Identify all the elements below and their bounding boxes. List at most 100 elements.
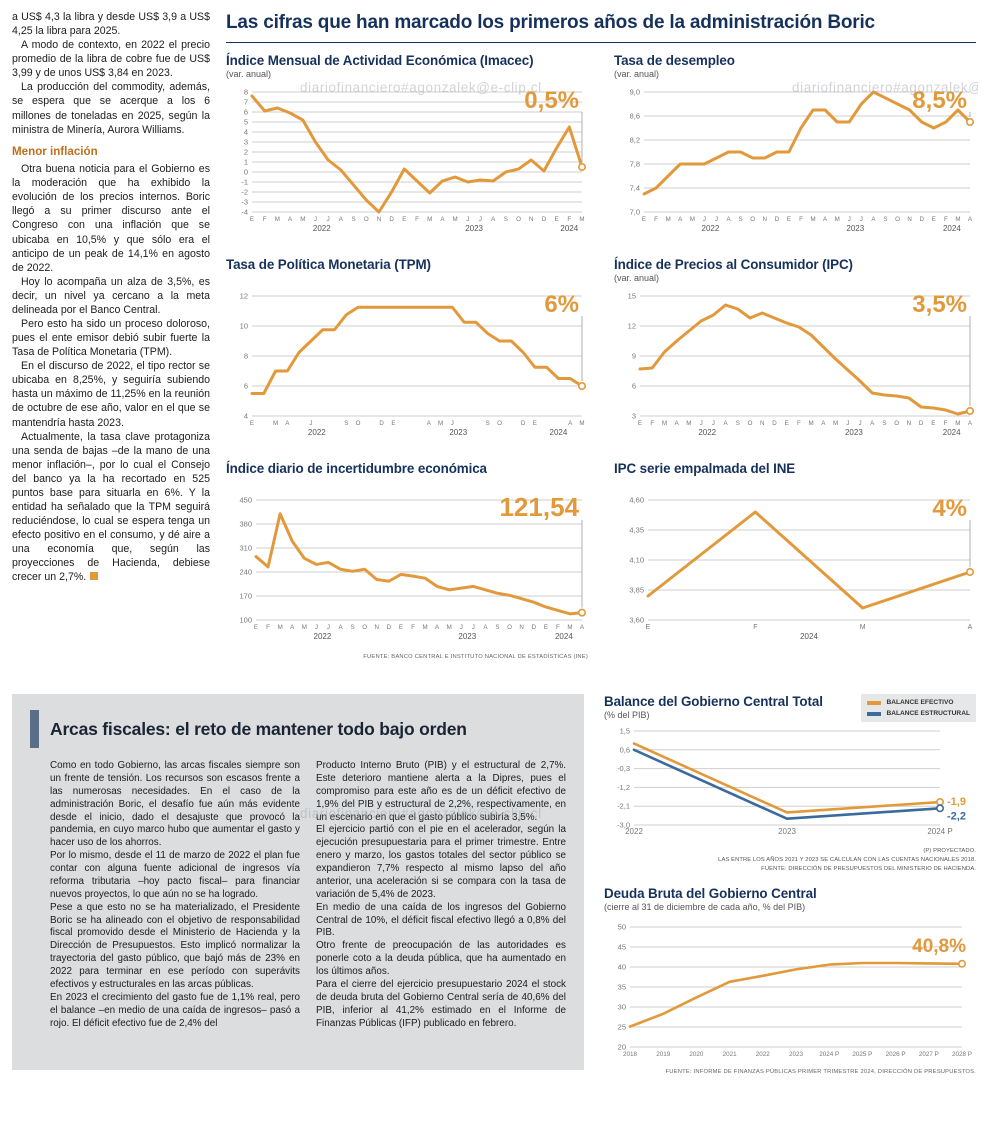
svg-text:J: J [472, 624, 475, 631]
svg-text:F: F [263, 216, 267, 223]
estructural-swatch [867, 711, 882, 716]
svg-text:D: D [772, 420, 777, 427]
svg-text:-1: -1 [241, 178, 248, 187]
svg-text:J: J [479, 216, 482, 223]
svg-text:M: M [955, 420, 960, 427]
svg-text:D: D [387, 624, 392, 631]
paragraph: El ejercicio partió con el pie en el ace… [316, 824, 566, 900]
chart-source: FUENTE: BANCO CENTRAL E INSTITUTO NACION… [363, 654, 588, 660]
chart-subtitle: (% del PIB) [604, 710, 650, 720]
fiscal-article-title: Arcas fiscales: el reto de mantener todo… [50, 718, 467, 739]
svg-text:O: O [364, 216, 369, 223]
svg-text:2024: 2024 [560, 224, 578, 233]
svg-text:M: M [810, 216, 815, 223]
svg-text:D: D [379, 420, 384, 427]
svg-text:310: 310 [239, 544, 252, 553]
svg-text:O: O [750, 216, 755, 223]
balance-legend: BALANCE EFECTIVO BALANCE ESTRUCTURAL [861, 694, 976, 723]
chart-subtitle: (var. anual) [614, 69, 660, 79]
page-title: Las cifras que han marcado los primeros … [226, 10, 976, 43]
chart-subtitle: (var. anual) [226, 69, 272, 79]
paragraph: Por lo mismo, desde el 11 de marzo de 20… [50, 850, 300, 900]
svg-text:O: O [362, 624, 367, 631]
svg-text:J: J [715, 216, 718, 223]
svg-text:7,4: 7,4 [630, 184, 640, 193]
svg-text:J: J [712, 420, 715, 427]
paragraph: Pero esto ha sido un proceso doloroso, p… [12, 317, 210, 359]
legend-item-efectivo: BALANCE EFECTIVO [867, 697, 970, 708]
svg-text:M: M [809, 420, 814, 427]
svg-text:4,10: 4,10 [629, 556, 644, 565]
balance-header: Balance del Gobierno Central Total (% de… [604, 694, 976, 723]
svg-text:8,2: 8,2 [630, 136, 640, 145]
svg-text:2023: 2023 [465, 224, 483, 233]
svg-text:A: A [491, 216, 496, 223]
svg-text:2: 2 [244, 148, 248, 157]
left-column-text: a US$ 4,3 la libra y desde US$ 3,9 a US$… [12, 10, 210, 584]
svg-text:4%: 4% [932, 495, 967, 522]
svg-text:50: 50 [618, 922, 626, 931]
svg-text:J: J [700, 420, 703, 427]
infographic-main: Las cifras que han marcado los primeros … [226, 10, 976, 660]
svg-text:S: S [736, 420, 740, 427]
svg-text:2027 P: 2027 P [919, 1051, 939, 1058]
svg-text:S: S [351, 216, 355, 223]
svg-text:2022: 2022 [756, 1051, 771, 1058]
svg-text:A: A [285, 420, 290, 427]
svg-text:4,35: 4,35 [629, 526, 644, 535]
chart-subtitle [226, 477, 588, 488]
fiscal-charts: Balance del Gobierno Central Total (% de… [604, 694, 976, 1087]
svg-text:15: 15 [628, 292, 636, 301]
svg-text:S: S [351, 624, 355, 631]
svg-text:E: E [544, 624, 548, 631]
svg-text:450: 450 [239, 496, 252, 505]
svg-text:2024: 2024 [800, 632, 818, 641]
svg-text:S: S [882, 420, 886, 427]
chart-subtitle [614, 477, 976, 488]
chart-grid: Índice Mensual de Actividad Económica (I… [226, 53, 976, 660]
svg-text:E: E [638, 420, 642, 427]
svg-text:M: M [690, 216, 695, 223]
paragraph: La producción del commodity, además, se … [12, 81, 210, 136]
svg-text:N: N [760, 420, 764, 427]
svg-text:12: 12 [240, 292, 248, 301]
svg-text:9: 9 [632, 352, 636, 361]
svg-text:J: J [309, 420, 312, 427]
svg-text:A: A [871, 216, 876, 223]
svg-text:A: A [675, 420, 680, 427]
svg-text:F: F [944, 420, 948, 427]
svg-text:10: 10 [240, 322, 248, 331]
svg-text:2022: 2022 [702, 224, 720, 233]
svg-text:E: E [646, 624, 651, 631]
svg-text:A: A [968, 216, 973, 223]
paragraph: (P) PROYECTADO. [923, 848, 976, 854]
svg-text:S: S [486, 420, 490, 427]
paragraph: Como en todo Gobierno, las arcas fiscale… [50, 760, 300, 849]
svg-text:2023: 2023 [845, 428, 863, 437]
legend-label: BALANCE ESTRUCTURAL [886, 710, 970, 718]
svg-text:O: O [507, 624, 512, 631]
svg-text:N: N [377, 216, 381, 223]
svg-text:2022: 2022 [698, 428, 716, 437]
svg-text:M: M [302, 624, 307, 631]
svg-text:F: F [567, 216, 571, 223]
svg-text:O: O [516, 216, 521, 223]
svg-text:3: 3 [244, 138, 248, 147]
svg-text:3,60: 3,60 [629, 616, 644, 625]
paragraph: FUENTE: DIRECCIÓN DE PRESUPUESTOS DEL MI… [761, 865, 976, 872]
svg-text:40: 40 [618, 962, 626, 971]
svg-text:2023: 2023 [458, 632, 476, 641]
svg-text:O: O [497, 420, 502, 427]
chart-title: Deuda Bruta del Gobierno Central [604, 885, 817, 901]
svg-text:E: E [399, 624, 403, 631]
svg-text:E: E [555, 216, 559, 223]
section-subhead: Menor inflación [12, 144, 98, 158]
svg-text:2023: 2023 [789, 1051, 804, 1058]
svg-text:2021: 2021 [723, 1051, 738, 1058]
chart-source: FUENTE: INFORME DE FINANZAS PÚBLICAS PRI… [665, 1068, 976, 1075]
svg-text:2026 P: 2026 P [886, 1051, 906, 1058]
svg-text:J: J [315, 624, 318, 631]
svg-text:25: 25 [618, 1022, 626, 1031]
svg-text:M: M [452, 216, 457, 223]
